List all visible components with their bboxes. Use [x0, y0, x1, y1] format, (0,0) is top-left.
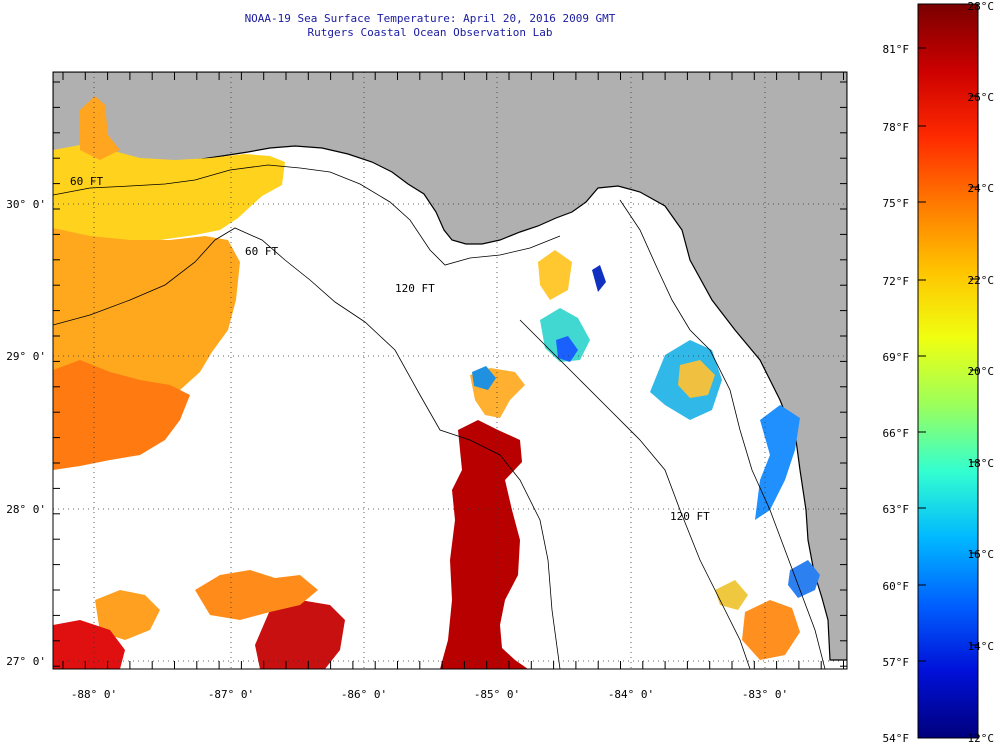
contour-label-120ft-east: 120 FT — [670, 510, 710, 523]
colorbar-f-69: 69°F — [883, 351, 910, 364]
sst-patch-orange-south — [195, 570, 318, 620]
colorbar-f-54: 54°F — [883, 732, 910, 745]
colorbar-c-28: 28°C — [968, 0, 995, 13]
sst-patch-blue-north — [592, 265, 606, 292]
land-mass — [53, 72, 847, 661]
sst-patch-dark-orange-west — [53, 360, 190, 470]
frame-ticks — [53, 72, 847, 669]
lon-label-88: -88° 0' — [71, 688, 117, 701]
map-frame — [52, 71, 848, 670]
latitude-labels: 27° 0' 28° 0' 29° 0' 30° 0' — [6, 198, 46, 668]
contour-60ft-east — [619, 199, 826, 669]
colorbar-f-78: 78°F — [883, 121, 910, 134]
colorbar-c-14: 14°C — [968, 640, 995, 653]
sst-patch-blue-bigbend — [556, 336, 578, 362]
lon-label-85: -85° 0' — [474, 688, 520, 701]
sst-patch-red-corner — [53, 620, 125, 669]
lon-label-86: -86° 0' — [341, 688, 387, 701]
sst-patch-yellow-apalachicola — [538, 250, 572, 300]
contour-120ft-east — [519, 319, 751, 669]
lat-label-27: 27° 0' — [6, 655, 46, 668]
sst-patch-red-southwest — [255, 600, 345, 669]
colorbar-c-26: 26°C — [968, 91, 995, 104]
lon-label-87: -87° 0' — [208, 688, 254, 701]
contour-120ft-west — [53, 227, 561, 669]
sst-patch-blue-east — [755, 405, 800, 520]
sst-patch-blue-southeast — [788, 560, 820, 598]
colorbar: 28°C 26°C 24°C 22°C 20°C 18°C 16°C 14°C … — [883, 0, 995, 745]
colorbar-f-57: 57°F — [883, 656, 910, 669]
sst-patch-orange-southeast — [742, 600, 800, 660]
sst-patch-teal-blue-central — [472, 366, 496, 390]
sst-patch-yellow-east — [678, 360, 715, 398]
colorbar-c-16: 16°C — [968, 548, 995, 561]
contour-label-60ft-central: 60 FT — [245, 245, 278, 258]
lon-label-84: -84° 0' — [608, 688, 654, 701]
colorbar-f-63: 63°F — [883, 503, 910, 516]
colorbar-f-66: 66°F — [883, 427, 910, 440]
longitude-labels: -88° 0' -87° 0' -86° 0' -85° 0' -84° 0' … — [71, 688, 788, 701]
sst-patch-yellow-southeast — [715, 580, 748, 610]
colorbar-f-81: 81°F — [883, 43, 910, 56]
sst-patch-orange-cape-san-blas — [80, 96, 120, 160]
contour-60ft-west — [53, 164, 561, 266]
colorbar-c-20: 20°C — [968, 365, 995, 378]
colorbar-c-18: 18°C — [968, 457, 995, 470]
sst-patch-teal-bigbend — [540, 308, 590, 362]
contour-label-120ft-central: 120 FT — [395, 282, 435, 295]
colorbar-f-72: 72°F — [883, 275, 910, 288]
lat-label-28: 28° 0' — [6, 503, 46, 516]
sst-patch-yellow-shelf — [53, 145, 285, 242]
colorbar-ticks — [918, 3, 978, 739]
map-plot-area: 60 FT 120 FT 60 FT 120 FT — [53, 72, 847, 669]
colorbar-c-12: 12°C — [968, 732, 995, 745]
colorbar-c-24: 24°C — [968, 182, 995, 195]
contour-label-60ft-west: 60 FT — [70, 175, 103, 188]
lon-label-83: -83° 0' — [742, 688, 788, 701]
colorbar-c-22: 22°C — [968, 274, 995, 287]
lat-label-30: 30° 0' — [6, 198, 46, 211]
colorbar-scale — [917, 3, 979, 739]
colorbar-f-75: 75°F — [883, 197, 910, 210]
lat-label-29: 29° 0' — [6, 350, 46, 363]
map-title: NOAA-19 Sea Surface Temperature: April 2… — [244, 12, 616, 25]
map-subtitle: Rutgers Coastal Ocean Observation Lab — [307, 26, 553, 39]
colorbar-f-60: 60°F — [883, 580, 910, 593]
sst-patch-red-plume — [440, 420, 528, 669]
sst-patch-orange-south-west — [95, 590, 160, 640]
